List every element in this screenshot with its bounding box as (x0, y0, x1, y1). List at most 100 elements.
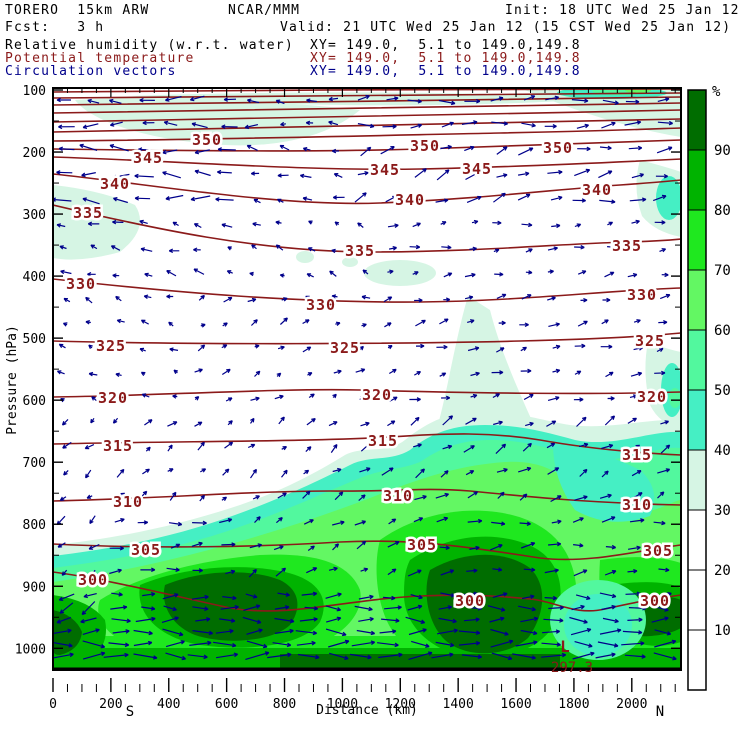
circulation-vector (411, 145, 427, 151)
circulation-vector (250, 417, 255, 424)
circulation-vector (305, 446, 312, 453)
circulation-vector (414, 495, 427, 501)
circulation-vector (109, 144, 129, 152)
colorbar-tick-label: 70 (714, 263, 731, 279)
circulation-vector (414, 371, 421, 376)
circulation-vector (118, 346, 124, 351)
circulation-vector (134, 173, 154, 179)
circulation-vector (496, 347, 505, 353)
circulation-vector (247, 443, 256, 449)
theta-contour-label: 345 (462, 160, 492, 178)
circulation-vector (281, 469, 288, 478)
circulation-vector (654, 629, 672, 636)
circulation-vector (379, 629, 397, 634)
circulation-vector (251, 244, 257, 250)
circulation-vector (246, 628, 263, 635)
circulation-vector (602, 297, 611, 303)
circulation-vector (409, 397, 421, 402)
rh-shading-layer (53, 88, 681, 670)
colorbar: 90 80 70 60 50 40 30 20 10 (687, 89, 731, 691)
circulation-vector (659, 592, 672, 598)
circulation-vector (334, 221, 340, 226)
circulation-vector (382, 124, 397, 129)
circulation-vector (601, 604, 616, 611)
circulation-vector (413, 443, 422, 448)
circulation-vector (88, 344, 93, 350)
circulation-vector (332, 467, 342, 473)
circulation-vector (436, 628, 458, 635)
circulation-vector (466, 606, 483, 611)
circulation-vector (577, 270, 587, 275)
circulation-vector (134, 196, 151, 201)
y-tick-label: 100 (23, 84, 46, 99)
theta-contour-label: 340 (582, 181, 612, 199)
circulation-vector (140, 319, 149, 325)
circulation-vector (306, 418, 316, 426)
rh-region (656, 176, 681, 220)
circulation-vector (275, 244, 284, 251)
circulation-vector (328, 421, 338, 427)
circulation-vector (579, 468, 588, 477)
circulation-vector (116, 318, 125, 324)
theta-contour-label: 325 (96, 337, 126, 355)
circulation-vector (492, 567, 503, 572)
circulation-vector (550, 195, 563, 201)
circulation-vector (161, 616, 179, 623)
circulation-vector (245, 593, 258, 599)
circulation-vector (219, 518, 233, 524)
circulation-vector (627, 569, 638, 574)
circulation-vector (546, 420, 557, 427)
theta-contour-label: 340 (100, 175, 130, 193)
circulation-vector (436, 344, 448, 350)
circulation-vector (53, 628, 72, 635)
circulation-vector (519, 521, 531, 526)
circulation-vector (133, 653, 158, 660)
circulation-vector (326, 616, 342, 623)
circulation-vector (357, 123, 375, 129)
circulation-vector (572, 651, 595, 660)
circulation-vector (548, 541, 562, 547)
circulation-vector (193, 223, 202, 229)
circulation-vector (625, 591, 641, 597)
circulation-vector (63, 297, 71, 303)
theta-contour-line (53, 88, 681, 93)
circulation-vector (547, 269, 554, 274)
circulation-vector (245, 651, 270, 660)
circulation-vector (627, 444, 641, 453)
circulation-vector (599, 199, 616, 204)
circulation-vector (279, 144, 290, 151)
circulation-vector (435, 641, 455, 648)
circulation-vector (58, 593, 75, 601)
circulation-vector (250, 171, 260, 176)
circulation-vector (110, 605, 128, 610)
circulation-vector (654, 220, 666, 225)
circulation-vector (274, 617, 295, 624)
circulation-vector (254, 516, 261, 524)
circulation-vector (253, 198, 261, 204)
field-range-vectors: XY= 149.0, 5.1 to 149.0,149.8 (310, 64, 581, 79)
circulation-vector (658, 567, 670, 573)
circulation-vector (382, 169, 394, 176)
circulation-vector (59, 496, 67, 501)
circulation-vector (117, 492, 126, 498)
circulation-vector (82, 651, 106, 660)
circulation-vector (297, 653, 320, 660)
circulation-vector (436, 516, 449, 523)
circulation-vector (194, 396, 200, 401)
circulation-vector (467, 518, 483, 524)
circulation-vector (407, 604, 423, 611)
circulation-vector (439, 545, 450, 550)
circulation-vector (165, 652, 187, 661)
circulation-vector (144, 272, 153, 278)
circulation-vector (598, 170, 613, 179)
circulation-vector (91, 396, 97, 402)
circulation-vector (580, 297, 588, 303)
circulation-vector (659, 248, 667, 253)
circulation-vector (58, 343, 66, 349)
circulation-vector (490, 628, 509, 636)
circulation-vector (388, 518, 397, 525)
circulation-vector (361, 295, 371, 300)
x-tick-label: 1400 (443, 697, 474, 712)
theta-contour-label: 315 (103, 437, 133, 455)
circulation-vector (307, 545, 315, 551)
